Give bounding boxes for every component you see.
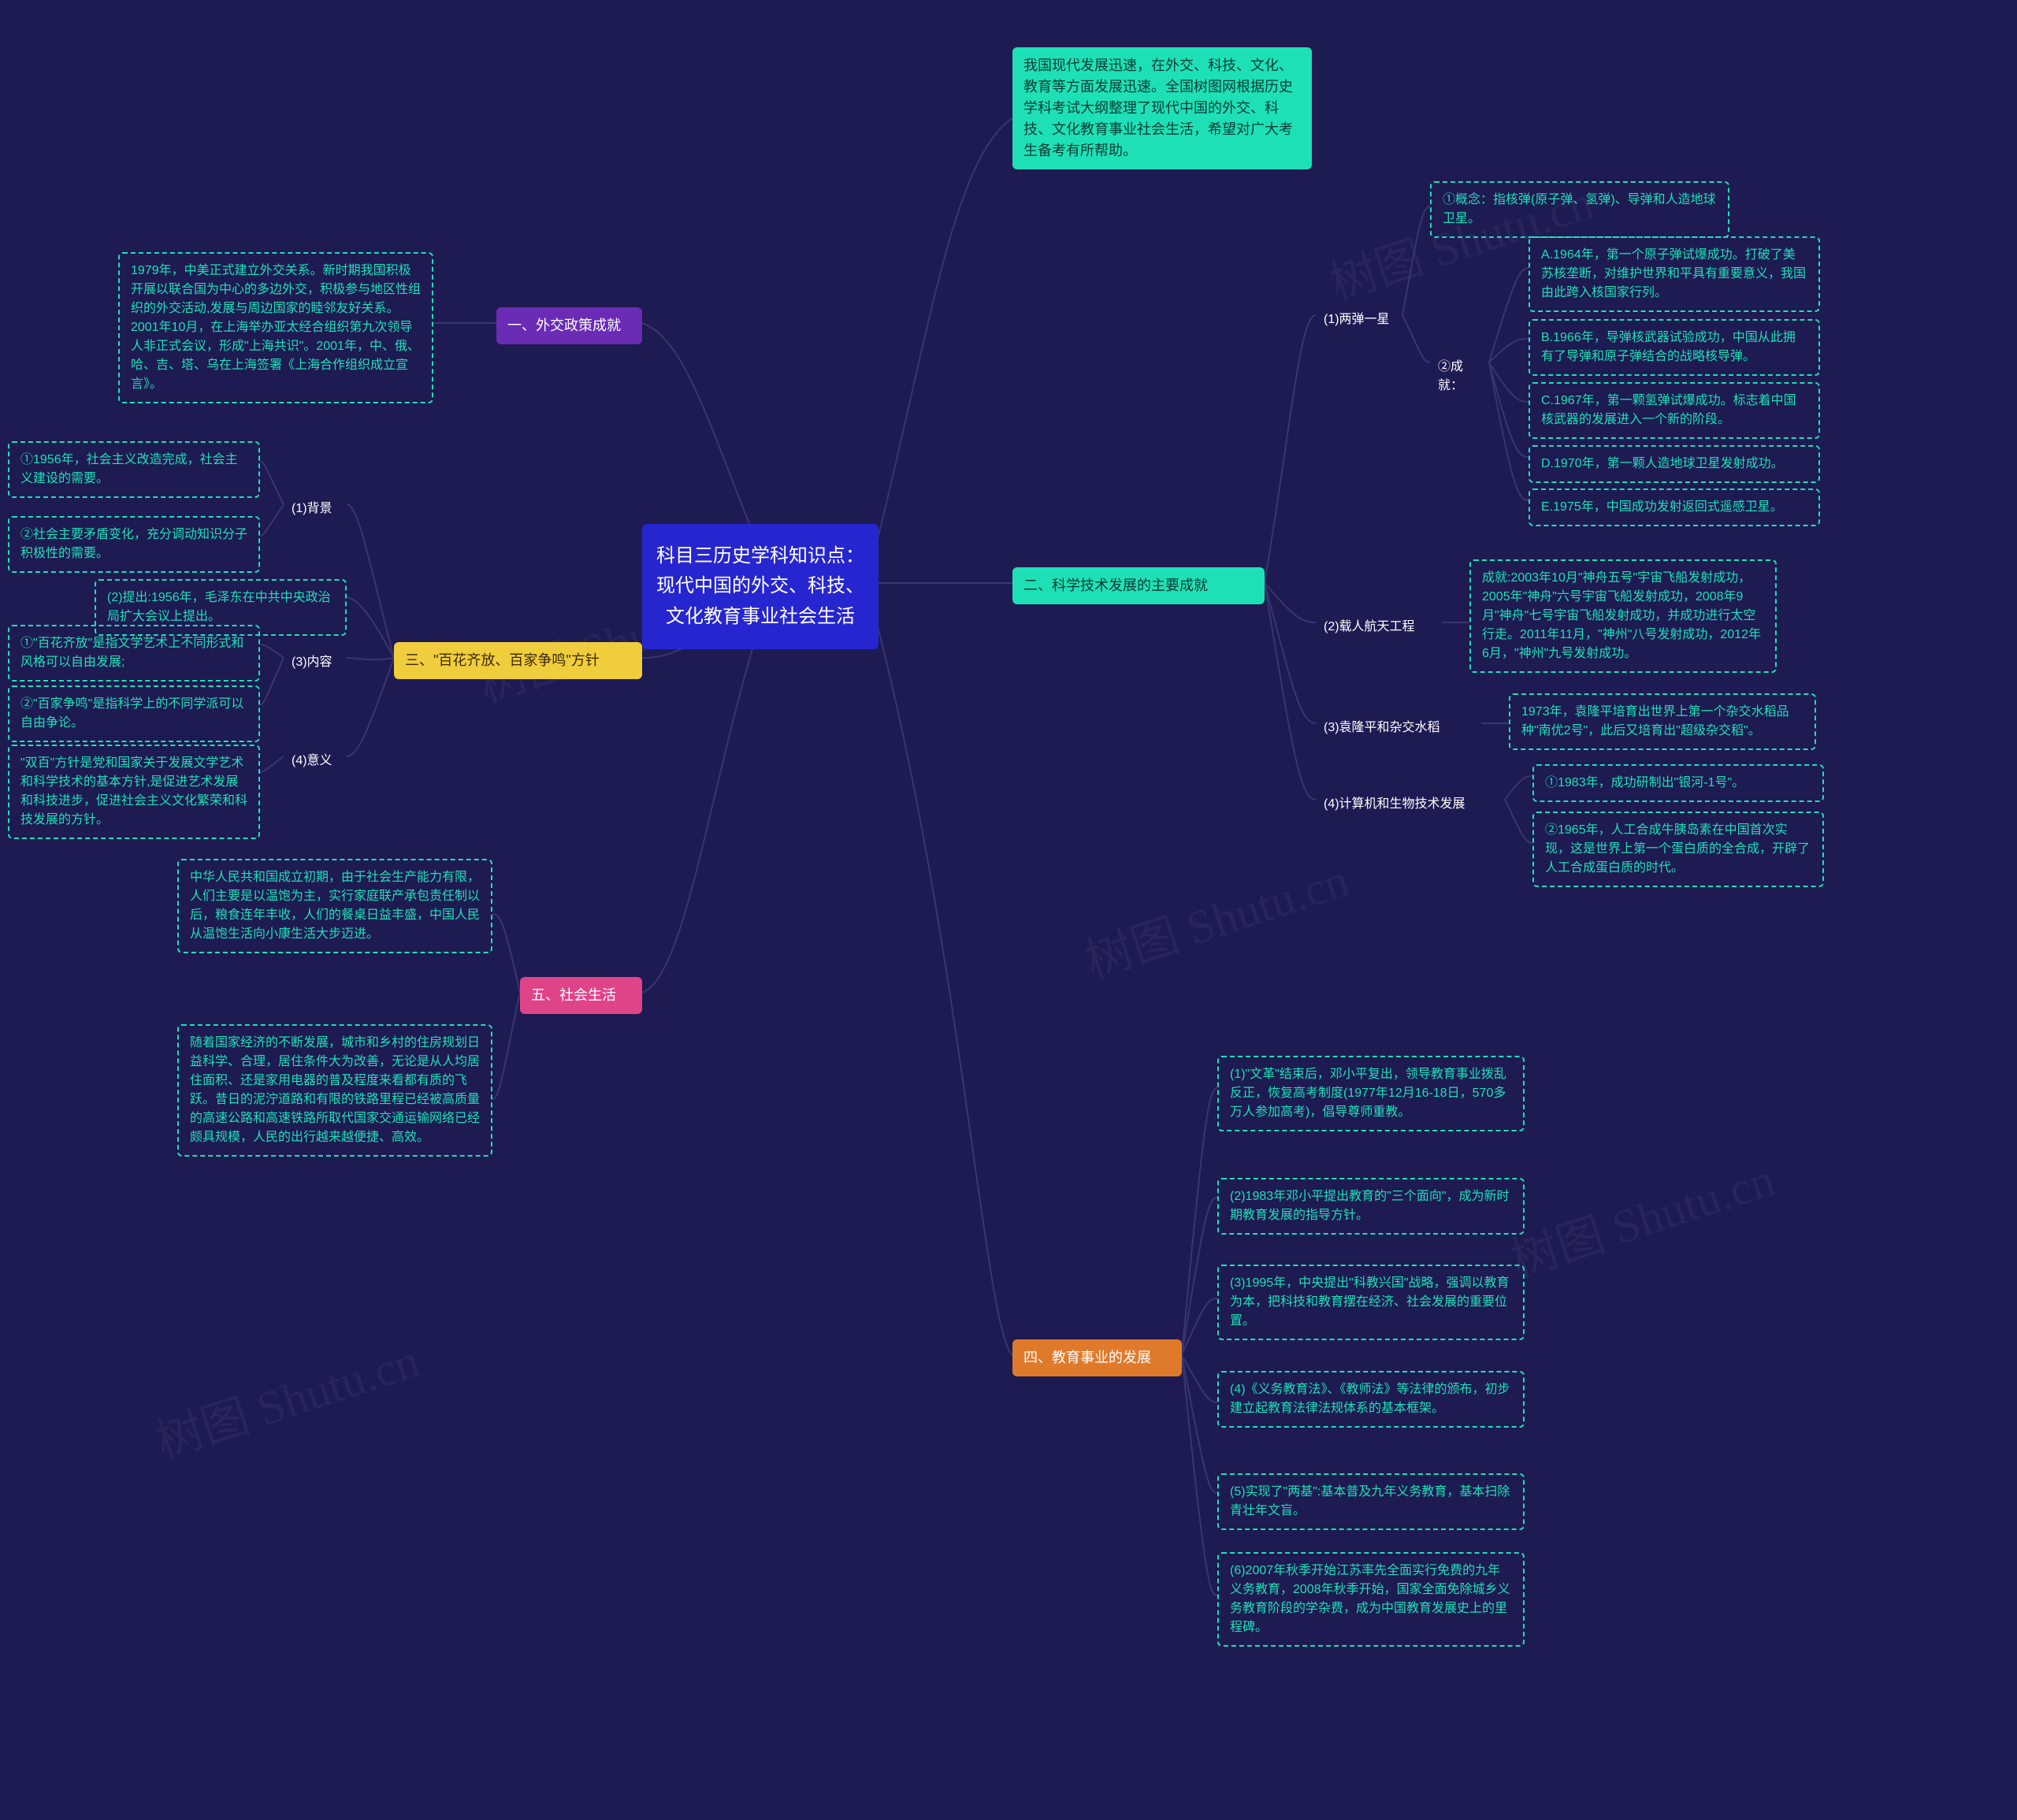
b3-sub3-n1: ①"百花齐放"是指文学艺术上不同形式和风格可以自由发展; bbox=[8, 625, 260, 682]
b3-sub3-n2: ②"百家争鸣"是指科学上的不同学派可以自由争论。 bbox=[8, 685, 260, 742]
branch-5-title: 五、社会生活 bbox=[520, 977, 642, 1014]
b2-sub1-label: (1)两弹一星 bbox=[1316, 306, 1402, 334]
b4-n1: (1)"文革"结束后，邓小平复出，领导教育事业拨乱反正，恢复高考制度(1977年… bbox=[1217, 1056, 1525, 1131]
b2-sub3-leaf: 1973年，袁隆平培育出世界上第一个杂交水稻品种"南优2号"，此后又培育出"超级… bbox=[1509, 693, 1816, 750]
b3-sub1-n1: ①1956年，社会主义改造完成，社会主义建设的需要。 bbox=[8, 441, 260, 498]
b3-sub4-label: (4)意义 bbox=[284, 747, 347, 775]
branch-1-title: 一、外交政策成就 bbox=[496, 307, 642, 344]
b4-n5: (5)实现了"两基":基本普及九年义务教育，基本扫除青壮年文盲。 bbox=[1217, 1473, 1525, 1530]
b2-sub4-n2: ②1965年，人工合成牛胰岛素在中国首次实现，这是世界上第一个蛋白质的全合成，开… bbox=[1532, 812, 1824, 887]
b4-n2: (2)1983年邓小平提出教育的"三个面向"，成为新时期教育发展的指导方针。 bbox=[1217, 1178, 1525, 1235]
watermark: 树图 Shutu.cn bbox=[1075, 842, 1357, 992]
b2-sub1-n2e: E.1975年，中国成功发射返回式遥感卫星。 bbox=[1529, 488, 1820, 526]
b2-sub1-n2label: ②成就： bbox=[1430, 353, 1493, 400]
b2-sub2-label: (2)载人航天工程 bbox=[1316, 613, 1442, 641]
b2-sub4-n1: ①1983年，成功研制出"银河-1号"。 bbox=[1532, 764, 1824, 802]
center-node: 科目三历史学科知识点：现代中国的外交、科技、文化教育事业社会生活 bbox=[642, 524, 878, 649]
mindmap-canvas: 树图 Shutu.cn 树图 Shutu.cn 树图 Shutu.cn 树图 S… bbox=[0, 0, 2017, 1820]
b2-sub1-n1: ①概念：指核弹(原子弹、氢弹)、导弹和人造地球卫星。 bbox=[1430, 181, 1729, 238]
b2-sub1-n2b: B.1966年，导弹核武器试验成功，中国从此拥有了导弹和原子弹结合的战略核导弹。 bbox=[1529, 319, 1820, 376]
branch-2-title: 二、科学技术发展的主要成就 bbox=[1012, 567, 1265, 604]
branch-1-leaf: 1979年，中美正式建立外交关系。新时期我国积极开展以联合国为中心的多边外交，积… bbox=[118, 252, 433, 403]
b5-n2: 随着国家经济的不断发展，城市和乡村的住房规划日益科学、合理，居住条件大为改善，无… bbox=[177, 1024, 492, 1157]
b2-sub2-leaf: 成就:2003年10月"神舟五号"宇宙飞船发射成功，2005年"神舟"六号宇宙飞… bbox=[1469, 559, 1777, 673]
b3-sub1-label: (1)背景 bbox=[284, 495, 347, 523]
watermark: 树图 Shutu.cn bbox=[146, 1323, 427, 1473]
b5-n1: 中华人民共和国成立初期，由于社会生产能力有限，人们主要是以温饱为主，实行家庭联产… bbox=[177, 859, 492, 953]
watermark: 树图 Shutu.cn bbox=[1501, 1142, 1782, 1291]
b2-sub1-n2a: A.1964年，第一个原子弹试爆成功。打破了美苏核垄断，对维护世界和平具有重要意… bbox=[1529, 236, 1820, 312]
b2-sub4-label: (4)计算机和生物技术发展 bbox=[1316, 790, 1505, 819]
b3-sub4-leaf: "双百"方针是党和国家关于发展文学艺术和科学技术的基本方针,是促进艺术发展和科技… bbox=[8, 745, 260, 839]
b2-sub3-label: (3)袁隆平和杂交水稻 bbox=[1316, 714, 1481, 742]
b2-sub1-n2c: C.1967年，第一颗氢弹试爆成功。标志着中国核武器的发展进入一个新的阶段。 bbox=[1529, 382, 1820, 439]
branch-4-title: 四、教育事业的发展 bbox=[1012, 1339, 1182, 1376]
b3-sub3-label: (3)内容 bbox=[284, 648, 347, 677]
intro-node: 我国现代发展迅速，在外交、科技、文化、教育等方面发展迅速。全国树图网根据历史学科… bbox=[1012, 47, 1312, 169]
branch-3-title: 三、"百花齐放、百家争鸣"方针 bbox=[394, 642, 642, 679]
b4-n4: (4)《义务教育法》、《教师法》等法律的颁布，初步建立起教育法律法规体系的基本框… bbox=[1217, 1371, 1525, 1428]
b4-n6: (6)2007年秋季开始江苏率先全面实行免费的九年义务教育，2008年秋季开始，… bbox=[1217, 1552, 1525, 1647]
b4-n3: (3)1995年，中央提出"科教兴国"战略，强调以教育为本，把科技和教育摆在经济… bbox=[1217, 1265, 1525, 1340]
b2-sub1-n2d: D.1970年，第一颗人造地球卫星发射成功。 bbox=[1529, 445, 1820, 483]
b3-sub1-n2: ②社会主要矛盾变化，充分调动知识分子积极性的需要。 bbox=[8, 516, 260, 573]
